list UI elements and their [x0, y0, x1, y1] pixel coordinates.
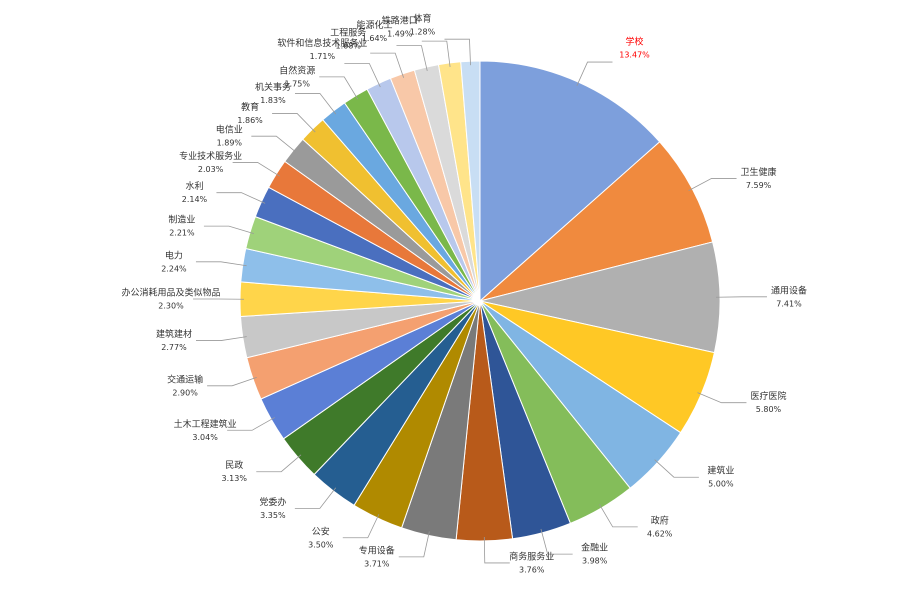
leader-line — [540, 528, 573, 555]
slice-value-label: 1.83% — [260, 96, 286, 105]
slice-label: 土木工程建筑业 — [174, 418, 237, 430]
slice-label: 通用设备 — [771, 284, 807, 296]
slice-value-label: 1.49% — [387, 30, 413, 39]
slice-value-label: 1.64% — [362, 34, 388, 43]
leader-line — [344, 63, 381, 88]
slice-label: 工程服务 — [330, 27, 366, 39]
slice-label: 学校 — [626, 36, 644, 48]
leader-line — [203, 225, 254, 234]
leader-line — [398, 531, 430, 558]
slice-label: 公安 — [312, 525, 330, 537]
slice-label: 医疗医院 — [750, 390, 786, 402]
slice-value-label: 7.59% — [746, 181, 772, 190]
slice-value-label: 3.04% — [192, 433, 218, 442]
slice-value-label: 3.71% — [364, 559, 390, 568]
slice-label: 政府 — [651, 514, 669, 526]
slice-label: 软件和信息技术服务业 — [277, 37, 367, 49]
slice-value-label: 2.77% — [161, 343, 187, 352]
slice-value-label: 13.47% — [619, 51, 650, 60]
slice-value-label: 3.98% — [582, 557, 608, 566]
leader-line — [216, 192, 266, 204]
leader-line — [227, 417, 275, 431]
slice-label: 专业技术服务业 — [179, 150, 242, 162]
leader-line — [196, 336, 247, 341]
leader-line — [256, 454, 302, 473]
slice-value-label: 3.35% — [260, 511, 286, 520]
leader-line — [272, 113, 316, 133]
slice-value-label: 1.89% — [217, 139, 243, 148]
leader-line — [251, 135, 297, 153]
leader-line — [342, 514, 380, 539]
leader-line — [599, 504, 638, 528]
leader-line — [688, 178, 737, 191]
leader-line — [195, 261, 247, 267]
slice-label: 机关事务 — [255, 81, 291, 93]
slice-label: 民政 — [225, 459, 243, 471]
slice-value-label: 2.14% — [182, 195, 208, 204]
slice-value-label: 2.90% — [172, 388, 198, 397]
slice-label: 水利 — [185, 180, 203, 192]
leader-line — [232, 162, 280, 177]
slice-label: 能源化工 — [356, 19, 392, 31]
slice-value-label: 2.03% — [198, 165, 224, 174]
slice-label: 商务服务业 — [509, 550, 554, 562]
leader-line — [483, 536, 510, 564]
slice-label: 铁路港口 — [382, 15, 418, 27]
slice-label: 办公消耗用品及类似物品 — [121, 287, 220, 299]
leader-line — [654, 459, 699, 478]
slice-label: 专用设备 — [359, 544, 395, 556]
slice-value-label: 1.75% — [285, 79, 311, 88]
leader-line — [697, 392, 747, 404]
slice-value-label: 1.86% — [237, 116, 263, 125]
slice-label: 党委办 — [259, 496, 286, 508]
slice-value-label: 1.28% — [410, 28, 436, 37]
slice-value-label: 3.50% — [308, 540, 334, 549]
slice-label: 电信业 — [216, 124, 243, 136]
leader-line — [319, 76, 359, 100]
leader-line — [207, 377, 257, 387]
slice-label: 电力 — [165, 249, 183, 261]
slice-value-label: 3.76% — [519, 565, 545, 574]
slice-label: 教育 — [241, 101, 259, 113]
leader-line — [396, 45, 428, 72]
slice-value-label: 1.68% — [335, 42, 361, 51]
leader-line — [576, 61, 613, 86]
slice-value-label: 5.00% — [708, 480, 734, 489]
slice-label: 交通运输 — [167, 373, 203, 385]
leader-line — [421, 40, 451, 67]
slice-value-label: 2.30% — [158, 302, 184, 311]
slice-label: 制造业 — [168, 214, 195, 226]
slice-label: 建筑建材 — [156, 328, 192, 340]
slice-label: 金融业 — [581, 542, 608, 554]
slice-label: 卫生健康 — [741, 166, 777, 178]
leader-line — [294, 93, 337, 115]
leader-line — [294, 487, 337, 509]
leader-line — [370, 52, 404, 78]
slice-label: 体育 — [413, 13, 431, 25]
slice-value-label: 2.21% — [169, 229, 195, 238]
slice-value-label: 1.71% — [310, 52, 336, 61]
slice-value-label: 3.13% — [222, 474, 248, 483]
slice-value-label: 7.41% — [776, 299, 802, 308]
slice-label: 自然资源 — [279, 64, 315, 76]
slice-value-label: 4.62% — [647, 529, 673, 538]
slice-value-label: 5.80% — [756, 405, 782, 414]
leader-line — [444, 38, 471, 66]
slice-label: 建筑业 — [707, 465, 734, 477]
slice-value-label: 2.24% — [161, 264, 187, 273]
